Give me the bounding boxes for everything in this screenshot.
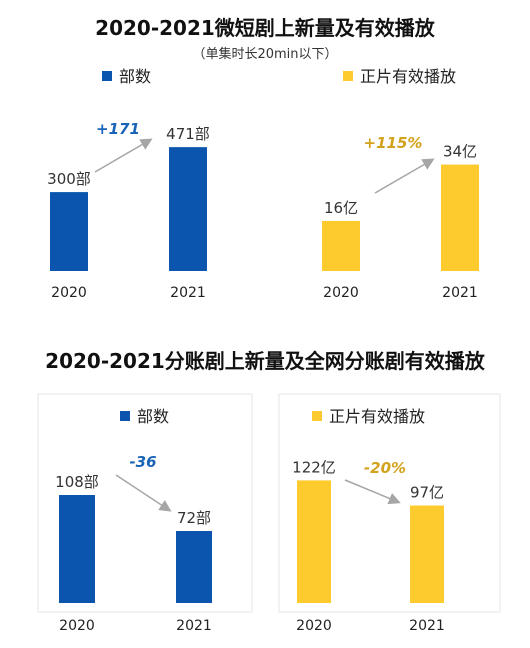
panel-border	[278, 393, 501, 613]
legend-swatch	[102, 71, 112, 81]
data-label: 72部	[177, 509, 211, 527]
section1-subtitle: （单集时长20min以下）	[192, 47, 338, 62]
legend-label: 部数	[137, 407, 169, 426]
change-annotation: -20%	[364, 459, 406, 477]
chart-panel-3: 部数 108部 2020 72部 2021 -36	[37, 393, 253, 634]
change-annotation: -36	[129, 453, 156, 471]
chart-panel-2: 正片有效播放 16亿 2020 34亿 2021 +115%	[322, 67, 479, 301]
legend-swatch	[343, 71, 353, 81]
panel-border	[37, 393, 253, 613]
data-label: 108部	[55, 473, 99, 491]
legend-swatch	[120, 411, 130, 421]
category-label: 2020	[323, 285, 359, 301]
bar-2020	[297, 480, 331, 603]
legend-label: 正片有效播放	[329, 407, 425, 426]
legend-swatch	[312, 411, 322, 421]
bar-2021	[169, 147, 207, 271]
category-label: 2020	[296, 618, 332, 634]
data-label: 97亿	[410, 484, 444, 502]
category-label: 2021	[442, 285, 478, 301]
category-label: 2020	[51, 285, 87, 301]
chart-panel-1: 部数 300部 2020 471部 2021 +171	[47, 67, 210, 301]
category-label: 2020	[59, 618, 95, 634]
legend-label: 正片有效播放	[360, 67, 456, 86]
bar-2020	[322, 220, 360, 271]
change-arrow	[115, 474, 172, 512]
bar-2021	[176, 531, 212, 603]
category-label: 2021	[176, 618, 212, 634]
bar-2021	[441, 164, 479, 271]
bar-2020	[50, 192, 88, 271]
change-arrow	[344, 479, 401, 505]
chart-panel-4: 正片有效播放 122亿 2020 97亿 2021 -20%	[278, 393, 501, 634]
section1-title: 2020-2021微短剧上新量及有效播放	[95, 16, 435, 40]
data-label: 471部	[166, 125, 210, 143]
legend-label: 部数	[119, 67, 151, 86]
category-label: 2021	[170, 285, 206, 301]
change-annotation: +115%	[364, 134, 423, 152]
bar-2021	[410, 505, 444, 603]
change-arrow	[94, 138, 153, 173]
section2-title: 2020-2021分账剧上新量及全网分账剧有效播放	[45, 349, 485, 373]
change-arrow	[374, 158, 435, 194]
bar-2020	[59, 495, 95, 603]
category-label: 2021	[409, 618, 445, 634]
change-annotation: +171	[96, 120, 140, 138]
data-label: 122亿	[292, 458, 336, 476]
data-label: 300部	[47, 170, 91, 188]
data-label: 16亿	[324, 199, 358, 217]
data-label: 34亿	[443, 143, 477, 161]
